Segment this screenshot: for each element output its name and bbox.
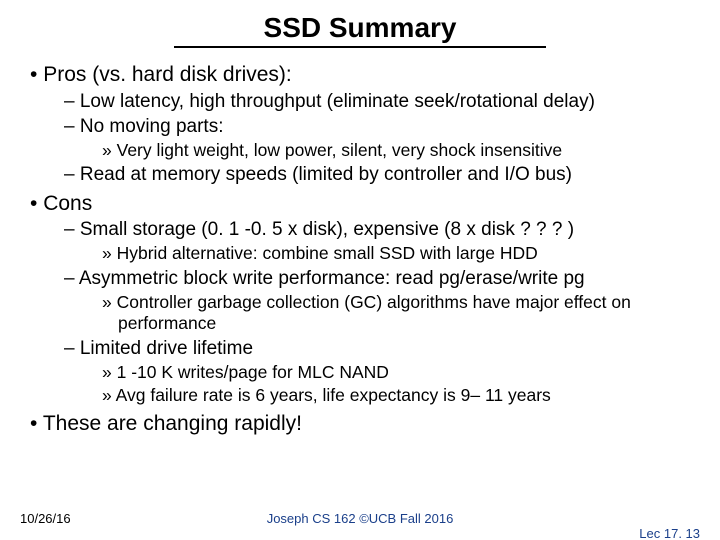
slide-content: Pros (vs. hard disk drives): Low latency… bbox=[0, 62, 720, 436]
bullet-pros-1: Low latency, high throughput (eliminate … bbox=[24, 90, 696, 113]
title-wrap: SSD Summary bbox=[0, 12, 720, 48]
slide: SSD Summary Pros (vs. hard disk drives):… bbox=[0, 0, 720, 540]
bullet-cons-1: Small storage (0. 1 -0. 5 x disk), expen… bbox=[24, 218, 696, 241]
footer-date: 10/26/16 bbox=[20, 511, 71, 526]
bullet-cons-2a: Controller garbage collection (GC) algor… bbox=[24, 292, 696, 335]
slide-footer: 10/26/16 Joseph CS 162 ©UCB Fall 2016 Le… bbox=[0, 511, 720, 526]
bullet-cons-3b: Avg failure rate is 6 years, life expect… bbox=[24, 385, 696, 406]
bullet-closing: These are changing rapidly! bbox=[24, 411, 696, 437]
footer-page: Lec 17. 13 bbox=[639, 526, 700, 540]
bullet-pros-3: Read at memory speeds (limited by contro… bbox=[24, 163, 696, 186]
bullet-pros-2: No moving parts: bbox=[24, 115, 696, 138]
bullet-cons-2: Asymmetric block write performance: read… bbox=[24, 267, 696, 290]
footer-center: Joseph CS 162 ©UCB Fall 2016 bbox=[20, 511, 700, 526]
bullet-cons-3: Limited drive lifetime bbox=[24, 337, 696, 360]
bullet-pros-2a: Very light weight, low power, silent, ve… bbox=[24, 140, 696, 161]
slide-title: SSD Summary bbox=[174, 12, 547, 48]
bullet-pros: Pros (vs. hard disk drives): bbox=[24, 62, 696, 88]
bullet-cons-1a: Hybrid alternative: combine small SSD wi… bbox=[24, 243, 696, 264]
bullet-cons: Cons bbox=[24, 191, 696, 217]
bullet-cons-3a: 1 -10 K writes/page for MLC NAND bbox=[24, 362, 696, 383]
